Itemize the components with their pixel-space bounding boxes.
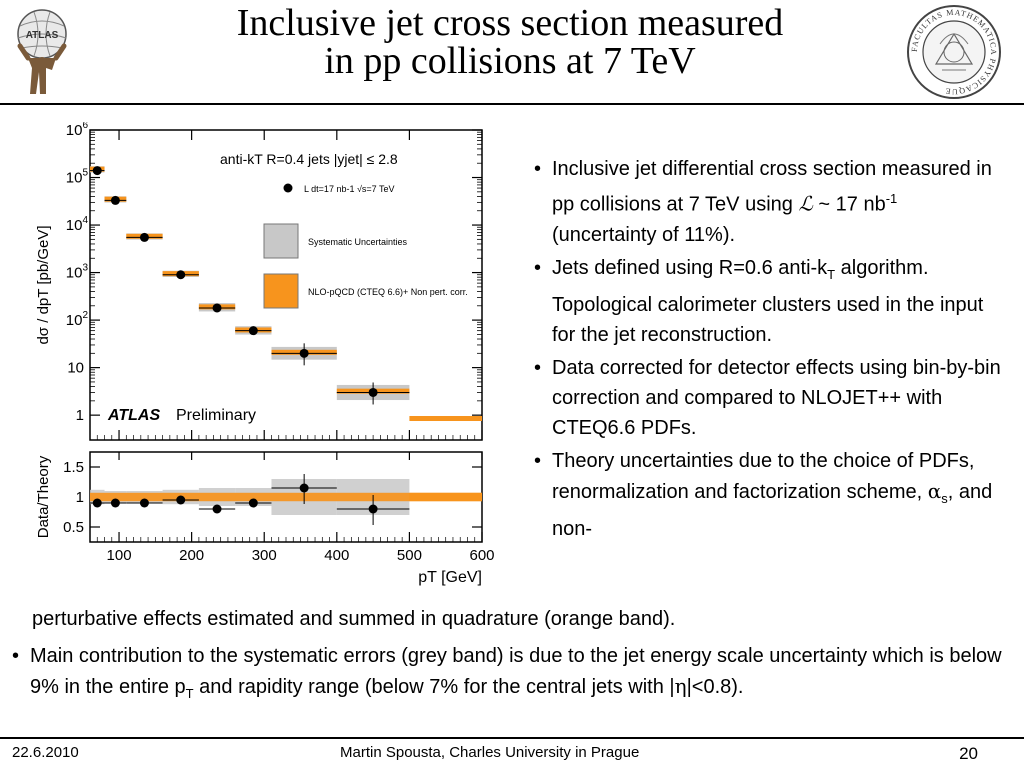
data-point bbox=[212, 303, 222, 313]
x-tick-label: 200 bbox=[179, 547, 204, 564]
legend-data-marker bbox=[283, 183, 293, 193]
y-tick-label: 10 bbox=[67, 360, 84, 377]
ratio-point bbox=[248, 498, 258, 508]
footer-date: 22.6.2010 bbox=[12, 744, 79, 761]
atlas-logo: ATLAS bbox=[17, 9, 67, 94]
legend-syst-swatch bbox=[263, 223, 299, 259]
slide-title: Inclusive jet cross section measured in … bbox=[120, 4, 900, 80]
ratio-point bbox=[212, 504, 222, 514]
bullet-jets-definition: Jets defined using R=0.6 anti-kT algorit… bbox=[530, 253, 1005, 350]
right-bullet-list: Inclusive jet differential cross section… bbox=[530, 154, 1005, 547]
y-tick-label: 1 bbox=[76, 407, 84, 424]
ratio-y-tick-label: 1 bbox=[76, 489, 84, 506]
ratio-y-tick-label: 0.5 bbox=[63, 519, 84, 536]
ratio-point bbox=[176, 495, 186, 505]
theory-band bbox=[409, 416, 482, 422]
legend-syst-label: Systematic Uncertainties bbox=[308, 237, 408, 247]
x-tick-label: 300 bbox=[252, 547, 277, 564]
title-divider bbox=[0, 103, 1024, 105]
ratio-point bbox=[368, 504, 378, 514]
data-point bbox=[368, 387, 378, 397]
ratio-point bbox=[92, 498, 102, 508]
y-tick-label: 104 bbox=[66, 215, 89, 234]
x-tick-label: 400 bbox=[324, 547, 349, 564]
cross-section-chart: L dt=17 nb-1 √s=7 TeV Systematic Uncertai… bbox=[35, 122, 495, 586]
y-tick-label: 106 bbox=[66, 122, 89, 139]
x-tick-label: 100 bbox=[107, 547, 132, 564]
legend-data-label: L dt=17 nb-1 √s=7 TeV bbox=[304, 184, 395, 194]
bullet-continuation: perturbative effects estimated and summe… bbox=[32, 608, 676, 630]
bullet-cross-section: Inclusive jet differential cross section… bbox=[530, 154, 1005, 250]
slide-title-line1: Inclusive jet cross section measured bbox=[236, 2, 784, 44]
bullet-systematic-errors: Main contribution to the systematic erro… bbox=[8, 641, 1008, 709]
atlas-label: ATLAS bbox=[107, 407, 160, 424]
x-tick-label: 600 bbox=[469, 547, 494, 564]
data-point bbox=[92, 166, 102, 176]
slide-title-line2: in pp collisions at 7 TeV bbox=[324, 40, 696, 82]
data-point bbox=[248, 326, 258, 336]
x-tick-label: 500 bbox=[397, 547, 422, 564]
preliminary-label: Preliminary bbox=[176, 407, 256, 424]
atlas-logo-text: ATLAS bbox=[26, 30, 59, 41]
bottom-bullet-list: Main contribution to the systematic erro… bbox=[8, 641, 1008, 709]
ratio-theory-band-overlay bbox=[90, 492, 482, 502]
y-tick-label: 105 bbox=[66, 168, 89, 187]
slide-number: 20 bbox=[959, 744, 978, 763]
legend-theory-swatch bbox=[263, 273, 299, 309]
bullet-theory-uncertainties: Theory uncertainties due to the choice o… bbox=[530, 446, 1005, 544]
footer-author: Martin Spousta, Charles University in Pr… bbox=[340, 744, 640, 761]
data-point bbox=[299, 348, 309, 358]
ratio-y-axis-title: Data/Theory bbox=[35, 455, 52, 538]
y-axis-title: dσ / dpT [pb/GeV] bbox=[35, 225, 52, 344]
y-tick-label: 103 bbox=[66, 263, 89, 282]
data-point bbox=[139, 232, 149, 242]
x-axis-title: pT [GeV] bbox=[418, 569, 482, 586]
ratio-y-tick-label: 1.5 bbox=[63, 459, 84, 476]
legend-theory-label: NLO-pQCD (CTEQ 6.6)+ Non pert. corr. bbox=[308, 287, 468, 297]
data-point bbox=[110, 195, 120, 205]
ratio-point bbox=[299, 483, 309, 493]
jet-annotation: anti-kT R=0.4 jets |yjet| ≤ 2.8 bbox=[220, 151, 398, 167]
footer-divider bbox=[0, 737, 1024, 739]
ratio-point bbox=[139, 498, 149, 508]
y-tick-label: 102 bbox=[66, 310, 89, 329]
data-point bbox=[176, 270, 186, 280]
faculty-seal-logo: FACULTAS MATHEMATICA PHYSICAQUE bbox=[907, 5, 1001, 99]
bullet-data-corrected: Data corrected for detector effects usin… bbox=[530, 353, 1005, 443]
ratio-point bbox=[110, 498, 120, 508]
